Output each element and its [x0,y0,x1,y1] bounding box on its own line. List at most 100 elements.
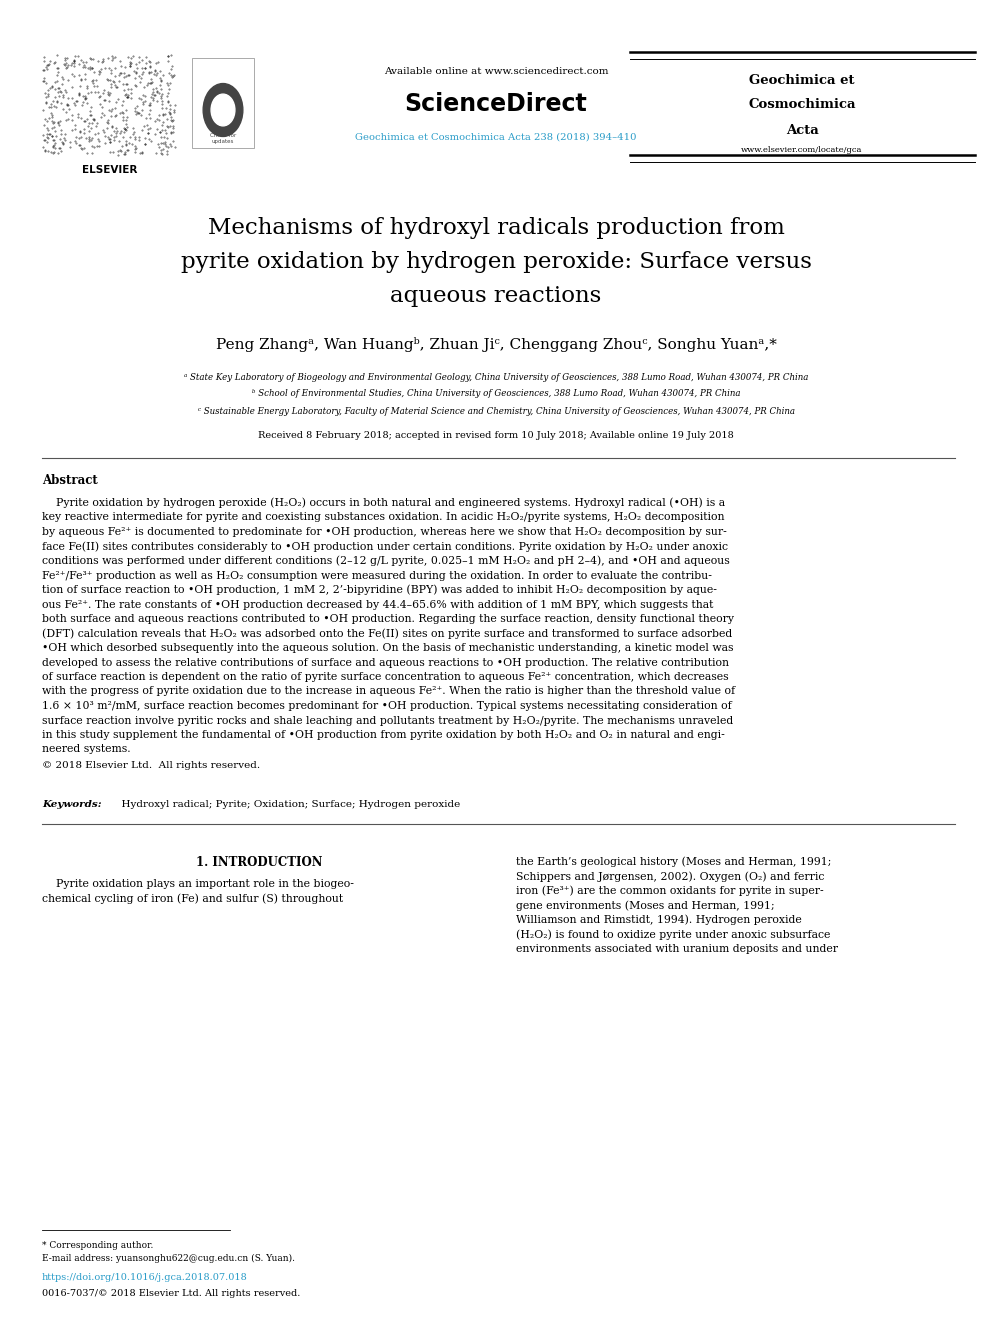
Point [77,89,93,110]
Point [35,99,51,120]
Point [53,120,68,142]
Point [42,107,58,128]
Point [44,126,60,147]
Text: Cosmochimica: Cosmochimica [748,98,856,111]
Point [147,111,163,132]
Point [63,108,79,130]
Point [133,89,149,110]
Point [140,73,156,94]
Point [129,102,145,123]
Point [147,123,163,144]
Point [99,69,115,90]
Point [59,57,74,78]
Point [133,105,149,126]
Text: environments associated with uranium deposits and under: environments associated with uranium dep… [516,945,838,954]
Text: ᵃ State Key Laboratory of Biogeology and Environmental Geology, China University: ᵃ State Key Laboratory of Biogeology and… [184,373,808,381]
Text: Fe²⁺/Fe³⁺ production as well as H₂O₂ consumption were measured during the oxidat: Fe²⁺/Fe³⁺ production as well as H₂O₂ con… [42,570,712,581]
Point [65,93,81,114]
Point [76,138,92,159]
Point [107,74,123,95]
Point [107,46,123,67]
Point [50,112,65,134]
Point [56,134,71,155]
Point [50,57,65,78]
Point [50,65,65,86]
Point [108,126,124,147]
Point [163,122,179,143]
Point [84,127,100,148]
Point [61,87,76,108]
Point [53,111,68,132]
Point [166,116,182,138]
Point [161,91,177,112]
Point [129,57,145,78]
Point [154,98,170,119]
Point [61,98,76,119]
Point [58,49,73,70]
Point [77,110,93,131]
Point [114,94,130,115]
Point [110,144,126,165]
Text: ous Fe²⁺. The rate constants of •OH production decreased by 44.4–65.6% with addi: ous Fe²⁺. The rate constants of •OH prod… [42,599,713,610]
Point [99,111,115,132]
Point [46,116,62,138]
Point [84,70,100,91]
Point [138,46,154,67]
Point [81,127,97,148]
Point [71,83,87,105]
Point [40,79,56,101]
Circle shape [203,83,243,136]
Point [103,60,119,81]
Point [153,78,169,99]
Point [79,77,95,98]
Point [96,90,112,111]
Point [142,62,158,83]
Text: aqueous reactions: aqueous reactions [391,284,601,307]
Point [123,78,139,99]
Point [148,143,164,164]
Point [75,52,91,73]
Point [116,79,132,101]
Point [113,62,129,83]
Point [154,87,170,108]
Point [46,130,62,151]
Point [95,48,111,69]
Point [94,103,110,124]
Point [54,66,69,87]
Point [118,99,134,120]
Text: 1. INTRODUCTION: 1. INTRODUCTION [195,856,322,868]
Point [128,62,144,83]
Text: 0016-7037/© 2018 Elsevier Ltd. All rights reserved.: 0016-7037/© 2018 Elsevier Ltd. All right… [42,1289,301,1298]
Point [76,122,92,143]
Point [118,134,134,155]
Point [75,56,91,77]
Point [35,136,51,157]
Point [86,75,102,97]
Point [113,56,129,77]
Point [72,120,88,142]
Point [38,82,54,103]
Point [76,118,92,139]
Point [117,57,133,78]
Point [67,114,83,135]
Point [59,57,74,78]
Point [36,70,52,91]
Point [69,91,85,112]
Point [147,60,163,81]
Point [115,110,131,131]
Point [161,50,177,71]
Point [51,78,66,99]
Point [60,69,75,90]
Text: Pyrite oxidation plays an important role in the biogeo-: Pyrite oxidation plays an important role… [42,878,354,889]
Point [142,99,158,120]
Point [145,87,161,108]
Point [57,54,72,75]
Point [166,102,182,123]
Point [59,94,74,115]
Point [118,134,134,155]
Point [159,140,175,161]
Point [83,49,99,70]
Point [50,111,65,132]
Point [120,86,136,107]
Point [84,112,100,134]
